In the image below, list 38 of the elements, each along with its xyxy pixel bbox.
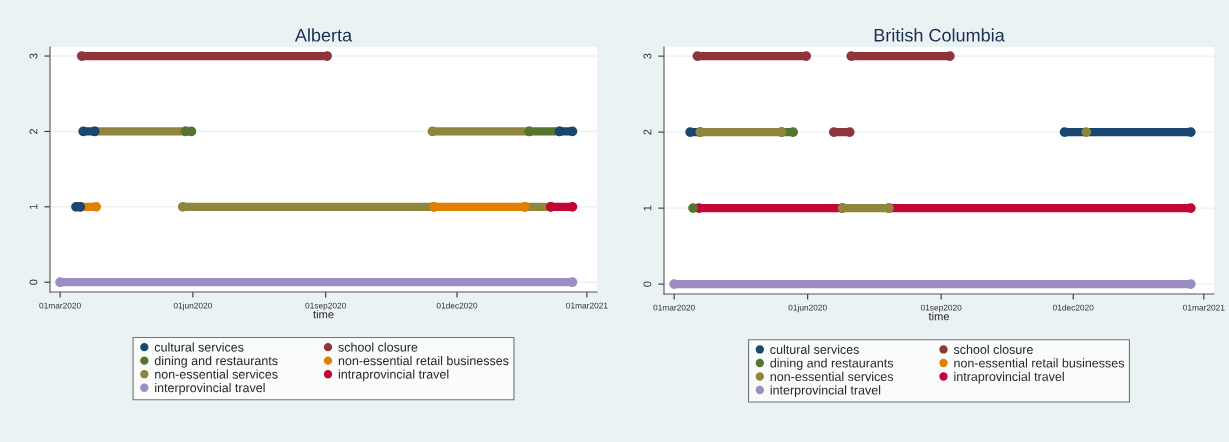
legend-label: non-essential services xyxy=(155,369,278,379)
legend-label: dining and restaurants xyxy=(770,358,894,370)
x-tick-label: 01mar2020 xyxy=(653,304,695,311)
legend-label: cultural services xyxy=(154,342,244,352)
chart-title: British Columbia xyxy=(874,28,1005,42)
legend-label: school closure xyxy=(338,342,418,352)
point xyxy=(1081,127,1092,137)
legend-label: interprovincial travel xyxy=(770,385,881,397)
x-axis-title: time xyxy=(313,310,334,319)
y-tick-label: 1 xyxy=(29,204,38,210)
legend-label: dining and restaurants xyxy=(154,355,278,368)
legend-label: intraprovincial travel xyxy=(338,369,449,382)
y-tick-label: 3 xyxy=(29,53,38,59)
x-tick-label: 01dec2020 xyxy=(436,302,478,309)
legend-label: non-essential retail businesses xyxy=(954,358,1124,368)
legend-label: non-essential services xyxy=(770,371,894,382)
legend-label: cultural services xyxy=(770,344,859,354)
x-tick-label: 01sep2020 xyxy=(305,302,346,311)
y-tick-label: 0 xyxy=(29,279,38,285)
x-tick-label: 01mar2020 xyxy=(39,302,81,309)
point xyxy=(688,203,698,213)
y-tick-label: 2 xyxy=(643,129,652,135)
legend-label: intraprovincial travel xyxy=(954,371,1064,384)
x-tick-label: 01jun2020 xyxy=(173,302,213,311)
x-tick-label: 01jun2020 xyxy=(788,304,827,313)
x-tick-label: 01dec2020 xyxy=(1052,304,1094,311)
legend-label: non-essential retail businesses xyxy=(338,355,509,366)
x-axis-title: time xyxy=(928,312,949,321)
y-tick-label: 2 xyxy=(29,128,38,134)
x-tick-label: 01mar2021 xyxy=(566,302,608,309)
x-tick-label: 01sep2020 xyxy=(920,304,962,313)
chart-title: Alberta xyxy=(294,28,353,42)
y-tick-label: 3 xyxy=(643,53,652,59)
legend-label: interprovincial travel xyxy=(155,383,265,395)
y-tick-label: 1 xyxy=(643,205,652,211)
y-tick-label: 0 xyxy=(643,281,652,287)
x-tick-label: 01mar2021 xyxy=(1183,304,1225,311)
legend-label: school closure xyxy=(953,344,1033,354)
